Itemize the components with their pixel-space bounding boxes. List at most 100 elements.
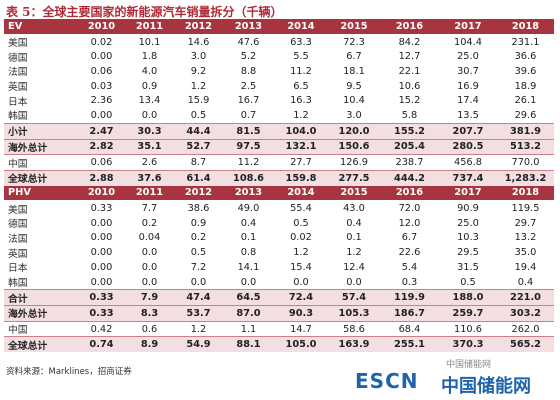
value-cell: 5.4 (401, 261, 418, 273)
value-cell: 17.4 (457, 95, 479, 107)
value-cell: 2016 (380, 19, 439, 35)
value-cell: 2.5 (240, 80, 257, 92)
table-row: 德国 0.00 1.8 3.0 5.2 5.5 6.7 12.7 25.0 36.6 (4, 49, 554, 64)
value-cell: 10.6 (398, 80, 421, 92)
value-cell: 2010 (78, 19, 125, 35)
country-label: 德国 (8, 219, 28, 231)
value-cell: 54.9 (174, 336, 223, 353)
value-cell: 11.2 (290, 65, 312, 77)
value-cell: 8.9 (125, 336, 174, 353)
value-cell: 13.4 (138, 95, 161, 107)
value-cell: 1.2 (174, 320, 223, 337)
value-cell: 61.4 (174, 169, 223, 186)
value-cell: 10.1 (138, 36, 161, 48)
value-cell: 0.9 (141, 80, 158, 92)
value-cell: 13.2 (514, 232, 537, 244)
value-cell: 11.2 (223, 154, 274, 171)
value-cell: 2018 (497, 185, 554, 202)
value-cell: 0.74 (78, 336, 125, 353)
value-cell: 6.7 (346, 51, 362, 63)
value-cell: 1.8 (141, 51, 158, 63)
value-cell: 104.0 (274, 122, 328, 139)
overseas-total-row: 海外总计 0.33 8.3 53.7 87.0 90.3 105.3 186.7 259.7 30… (4, 305, 554, 322)
value-cell: 52.7 (174, 138, 223, 155)
value-cell: 155.2 (380, 122, 439, 139)
value-cell: 2012 (174, 185, 223, 202)
value-cell: 0.0 (141, 109, 158, 121)
escn-logo: ESCN (355, 369, 419, 393)
value-cell: 205.4 (380, 138, 439, 155)
value-cell: 81.5 (223, 122, 274, 139)
subtotal-row: 小计 2.47 30.3 44.4 81.5 104.0 120.0 155.2 207.7 38… (4, 122, 554, 139)
value-cell: 1.2 (346, 247, 362, 259)
value-cell: 381.9 (497, 122, 554, 139)
value-cell: 0.0 (240, 276, 257, 288)
value-cell: 0.0 (293, 276, 309, 288)
value-cell: 57.4 (328, 289, 380, 306)
value-cell: 0.5 (460, 276, 476, 288)
value-cell: 44.4 (174, 122, 223, 139)
value-cell: 72.0 (398, 203, 421, 215)
value-cell: 0.02 (90, 36, 113, 48)
value-cell: 3.0 (346, 109, 362, 121)
header-row: PHV 2010 2011 2012 2013 2014 2015 2016 2017 2018 (4, 185, 554, 202)
value-cell: 0.0 (346, 276, 362, 288)
table-row: 英国 0.00 0.0 0.5 0.8 1.2 1.2 22.6 29.5 35.0 (4, 245, 554, 260)
value-cell: 0.3 (401, 276, 418, 288)
value-cell: 15.4 (290, 261, 312, 273)
table-row: 德国 0.00 0.2 0.9 0.4 0.5 0.4 12.0 25.0 29.7 (4, 216, 554, 231)
table-row: 韩国 0.00 0.0 0.0 0.0 0.0 0.0 0.3 0.5 0.4 (4, 275, 554, 290)
country-label: 日本 (8, 96, 28, 108)
value-cell: 0.4 (517, 276, 534, 288)
table-row: 中国 0.06 2.6 8.7 11.2 27.7 126.9 238.7 456.8 770.0 (4, 154, 554, 171)
value-cell: 14.6 (187, 36, 210, 48)
country-label: 韩国 (8, 278, 28, 290)
country-label: 英国 (8, 248, 28, 260)
value-cell: 47.4 (174, 289, 223, 306)
value-cell: 1.1 (223, 320, 274, 337)
value-cell: 238.7 (380, 154, 439, 171)
value-cell: 5.5 (293, 51, 309, 63)
value-cell: 2.88 (78, 169, 125, 186)
value-cell: 26.1 (514, 95, 537, 107)
value-cell: 0.02 (290, 232, 312, 244)
value-cell: 16.3 (290, 95, 312, 107)
value-cell: 0.5 (190, 109, 207, 121)
value-cell: 9.5 (346, 80, 362, 92)
value-cell: 35.0 (514, 247, 537, 259)
country-label: 美国 (8, 38, 28, 50)
value-cell: 119.5 (511, 203, 540, 215)
value-cell: 2013 (223, 185, 274, 202)
value-cell: 0.00 (90, 51, 113, 63)
value-cell: 0.2 (190, 232, 207, 244)
watermark: 中国储能网 (446, 360, 492, 370)
value-cell: 29.7 (514, 217, 537, 229)
value-cell: 110.6 (439, 320, 497, 337)
value-cell: 64.5 (223, 289, 274, 306)
value-cell: 2.36 (90, 95, 113, 107)
value-cell: 2014 (274, 19, 328, 35)
value-cell: 29.5 (457, 247, 479, 259)
value-cell: 43.0 (343, 203, 365, 215)
value-cell: 0.42 (78, 320, 125, 337)
value-cell: 2015 (328, 19, 380, 35)
value-cell: 2016 (380, 185, 439, 202)
value-cell: 0.06 (90, 65, 113, 77)
value-cell: 2015 (328, 185, 380, 202)
value-cell: 22.6 (398, 247, 421, 259)
value-cell: 0.7 (240, 109, 257, 121)
value-cell: 0.00 (90, 276, 113, 288)
value-cell: 0.33 (90, 203, 113, 215)
value-cell: 1.2 (293, 109, 309, 121)
value-cell: 97.5 (223, 138, 274, 155)
subtotal-label: 合计 (4, 289, 78, 306)
table-row: 日本 2.36 13.4 15.9 16.7 16.3 10.4 15.2 17.4 26.1 (4, 93, 554, 108)
value-cell: 2011 (125, 19, 174, 35)
table-title: 表 5：全球主要国家的新能源汽车销量拆分（千辆） (6, 5, 283, 19)
value-cell: 0.4 (346, 217, 362, 229)
value-cell: 737.4 (439, 169, 497, 186)
table-row: 法国 0.00 0.04 0.2 0.1 0.02 0.1 6.7 10.3 13.2 (4, 231, 554, 246)
value-cell: 565.2 (497, 336, 554, 353)
value-cell: 14.7 (274, 320, 328, 337)
value-cell: 0.06 (78, 154, 125, 171)
